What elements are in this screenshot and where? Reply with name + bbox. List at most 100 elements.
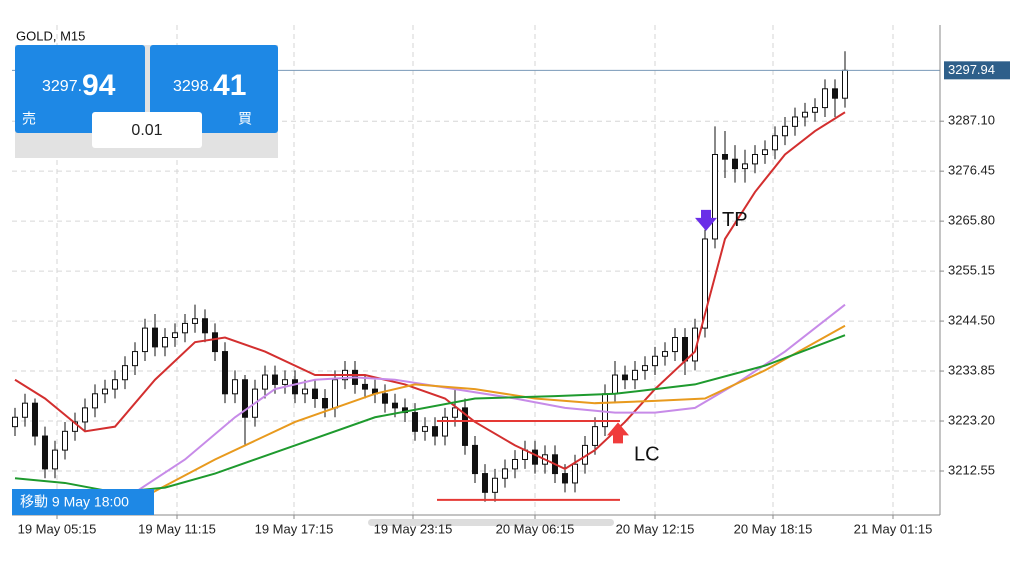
buy-button[interactable] <box>150 45 278 133</box>
moving-average <box>134 324 846 503</box>
candle-body <box>712 154 718 240</box>
candle-body <box>752 154 758 165</box>
candle-body <box>172 332 178 338</box>
buy-price-big: 41 <box>213 69 246 102</box>
x-tick-label: 20 May 18:15 <box>734 521 813 536</box>
buy-price-main: 3298. <box>173 78 213 95</box>
x-tick-label: 21 May 01:15 <box>854 521 933 536</box>
candle-body <box>362 383 368 390</box>
sell-price: 3297.94 <box>42 69 116 102</box>
candle-body <box>272 374 278 385</box>
symbol-label: GOLD, M15 <box>16 28 85 43</box>
candle-body <box>302 388 308 395</box>
candle-body <box>412 412 418 432</box>
candle-body <box>812 107 818 113</box>
candle-body <box>632 369 638 381</box>
candle-body <box>592 426 598 446</box>
candle-body <box>732 158 738 170</box>
candle-body <box>82 407 88 423</box>
y-tick-label: 3212.55 <box>948 462 995 477</box>
candle-body <box>112 379 118 390</box>
y-tick-label: 3265.80 <box>948 213 995 228</box>
candle-body <box>822 88 828 109</box>
candle-body <box>832 88 838 99</box>
y-tick-label: 3287.10 <box>948 113 995 128</box>
y-tick-label: 3223.20 <box>948 412 995 427</box>
candle-body <box>612 374 618 395</box>
candle-body <box>222 351 228 395</box>
sell-label: 売 <box>22 111 36 127</box>
y-tick-label: 3244.50 <box>948 313 995 328</box>
lot-value: 0.01 <box>131 122 162 139</box>
candle-body <box>792 116 798 127</box>
candle-body <box>532 449 538 465</box>
candle-body <box>242 379 248 418</box>
candle-body <box>652 355 658 367</box>
buy-price: 3298.41 <box>173 69 246 102</box>
x-tick-label: 19 May 05:15 <box>18 521 97 536</box>
candle-body <box>842 69 848 99</box>
price-label: 3297.94 <box>948 62 995 77</box>
candle-body <box>392 402 398 409</box>
candle-body <box>22 402 28 418</box>
candle-body <box>672 336 678 353</box>
moving-average <box>14 111 846 471</box>
moving-average <box>134 303 846 494</box>
candle-body <box>442 416 448 437</box>
annotation-label: TP <box>722 209 748 231</box>
candle-body <box>102 388 108 395</box>
y-tick-label: 3233.85 <box>948 362 995 377</box>
candle-body <box>142 327 148 353</box>
candle-body <box>482 473 488 493</box>
x-tick-label: 20 May 06:15 <box>496 521 575 536</box>
buy-label: 買 <box>238 111 252 127</box>
candle-body <box>642 365 648 371</box>
y-tick-label: 3255.15 <box>948 263 995 278</box>
candle-body <box>32 402 38 437</box>
candle-body <box>772 135 778 151</box>
candle-body <box>722 154 728 160</box>
candle-body <box>572 463 578 484</box>
candle-body <box>562 473 568 484</box>
annotation-label: LC <box>634 444 660 466</box>
candle-body <box>702 238 708 329</box>
candle-body <box>122 365 128 381</box>
candle-body <box>162 336 168 348</box>
candle-body <box>742 163 748 170</box>
candle-body <box>132 351 138 367</box>
annotation-arrow <box>607 422 629 444</box>
candle-body <box>382 393 388 404</box>
candle-body <box>432 426 438 437</box>
candle-body <box>202 318 208 334</box>
lot-box[interactable] <box>92 112 202 148</box>
candle-body <box>422 426 428 432</box>
scrollbar[interactable] <box>368 519 614 526</box>
candle-body <box>232 379 238 395</box>
candle-body <box>312 388 318 399</box>
sell-price-main: 3297. <box>42 78 82 95</box>
candle-body <box>802 111 808 118</box>
candle-body <box>492 477 498 493</box>
candle-body <box>92 393 98 409</box>
candle-body <box>512 458 518 470</box>
price-label-box <box>944 61 1010 80</box>
candle-body <box>682 336 688 362</box>
candle-body <box>322 397 328 409</box>
sell-button[interactable] <box>15 45 145 133</box>
x-tick-label: 19 May 23:15 <box>374 521 453 536</box>
candle-body <box>622 374 628 381</box>
annotation-arrow <box>695 209 717 231</box>
x-tick-label: 19 May 17:15 <box>255 521 334 536</box>
trade-panel: 3297.94 3298.41 売 買 0.01 <box>15 45 278 158</box>
candle-body <box>452 407 458 418</box>
candle-body <box>782 125 788 137</box>
candle-body <box>12 416 18 428</box>
cursor-label: 移動 9 May 18:00 <box>20 494 129 510</box>
y-tick-label: 3276.45 <box>948 163 995 178</box>
candle-body <box>52 449 58 470</box>
candle-body <box>42 435 48 470</box>
candle-body <box>152 327 158 348</box>
candle-body <box>502 468 508 479</box>
